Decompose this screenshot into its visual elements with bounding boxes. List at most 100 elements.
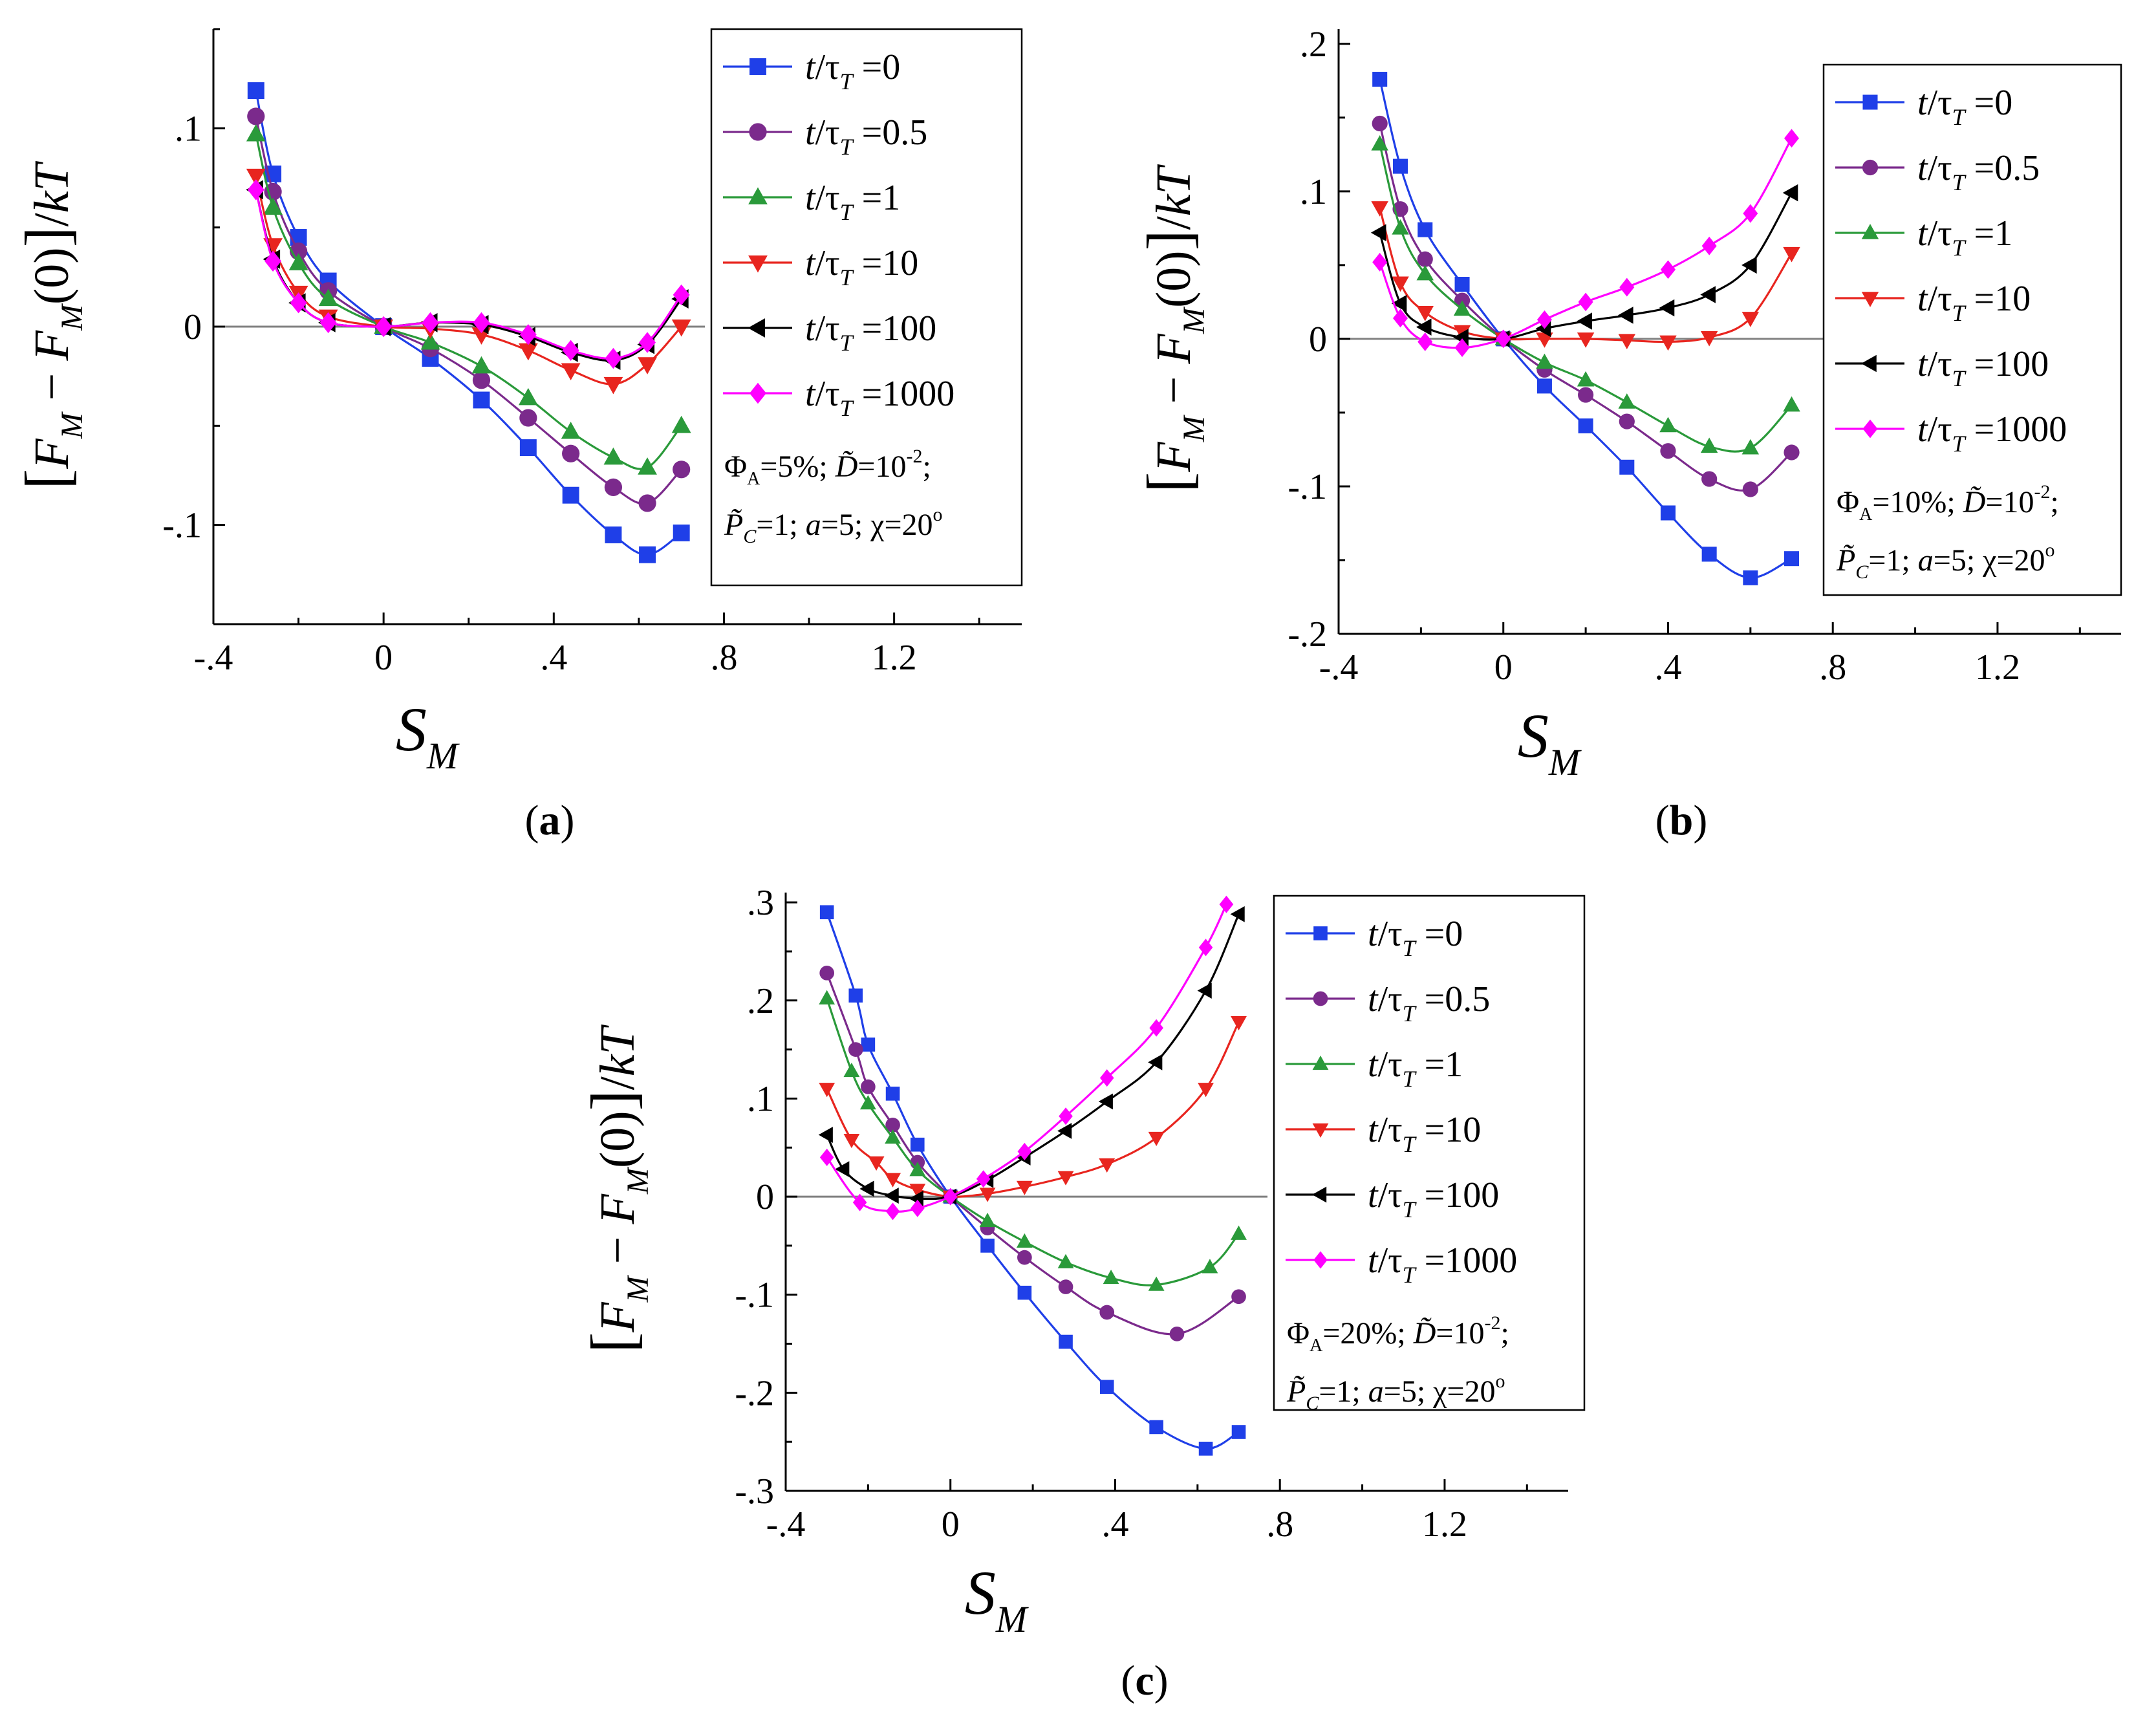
- legend-entry: t/τT =0.5: [1917, 148, 2040, 195]
- data-point: [1219, 895, 1234, 913]
- legend-entry-sub: T: [1403, 935, 1418, 961]
- data-point: [910, 1137, 925, 1152]
- legend-entry-value: =0: [1965, 83, 2013, 123]
- legend-entry: t/τT =0: [805, 47, 900, 94]
- legend-entry-tau: /τ: [815, 374, 840, 414]
- legend-entry-sub: T: [1403, 1066, 1418, 1092]
- data-point: [604, 478, 623, 497]
- legend-entry-sub: T: [840, 265, 855, 290]
- legend-swatch-marker: [1861, 354, 1877, 373]
- series-line: [826, 913, 1240, 1200]
- data-point: [638, 457, 657, 475]
- data-point: [819, 990, 835, 1004]
- data-point: [819, 1083, 835, 1098]
- data-point: [980, 1239, 995, 1253]
- y-tick-label: 0: [1309, 320, 1327, 360]
- y-axis-label-bracket: [: [578, 1332, 647, 1353]
- y-tick-label: .2: [747, 981, 774, 1021]
- param-p: P̃: [1836, 543, 1855, 578]
- data-point: [848, 1042, 863, 1057]
- legend-entry-t: t: [805, 309, 816, 349]
- data-point: [1197, 982, 1212, 999]
- y-axis-label-sub2: M: [55, 303, 89, 331]
- data-point: [1231, 1225, 1247, 1240]
- param-a: a: [1368, 1374, 1384, 1409]
- data-point: [1416, 318, 1432, 336]
- y-axis-label-minus: −: [590, 1224, 645, 1276]
- x-tick-label: 0: [1494, 647, 1513, 688]
- x-axis-label-subscript: M: [1548, 741, 1582, 783]
- data-point: [1391, 294, 1407, 312]
- legend-entry-sub: T: [1952, 169, 1967, 195]
- data-point: [1230, 906, 1245, 922]
- legend-entry-sub: T: [1952, 104, 1967, 130]
- x-axis-label-main: S: [396, 695, 427, 764]
- data-point: [1741, 312, 1760, 327]
- data-point: [246, 124, 266, 142]
- legend-entry-sub: T: [1403, 1262, 1418, 1288]
- param-p-value: =1;: [1868, 543, 1917, 578]
- legend-entry-t: t: [1368, 1175, 1379, 1215]
- param-chi-degree: o: [933, 504, 943, 525]
- data-point: [472, 371, 491, 389]
- series-1: [247, 107, 691, 512]
- data-point: [819, 1148, 834, 1166]
- data-point: [1784, 129, 1800, 148]
- data-point: [1418, 222, 1433, 237]
- data-point: [603, 376, 623, 395]
- data-point: [1418, 332, 1433, 351]
- y-tick-label: -.2: [735, 1373, 774, 1413]
- x-axis-label: SM: [965, 1558, 1029, 1640]
- legend-entry-tau: /τ: [1928, 409, 1952, 450]
- param-a-chi: =5; χ=20: [821, 508, 933, 542]
- data-point: [1370, 224, 1386, 241]
- y-tick-label: .1: [175, 109, 202, 149]
- y-axis-label-f1: F: [590, 1301, 645, 1333]
- legend-entry-sub: T: [1952, 300, 1967, 326]
- data-point: [1059, 1107, 1073, 1125]
- data-point: [1660, 505, 1676, 521]
- series-2: [819, 990, 1247, 1291]
- data-point: [1783, 396, 1800, 412]
- y-axis-label-kt: kT: [590, 1025, 645, 1077]
- data-point: [518, 343, 538, 361]
- param-d-value: =10: [1436, 1316, 1484, 1351]
- x-tick-label: 0: [374, 638, 393, 678]
- legend-entry-tau: /τ: [1928, 213, 1952, 254]
- legend-entry-value: =100: [853, 309, 937, 349]
- data-point: [263, 197, 283, 215]
- y-axis-label-f1: F: [1147, 441, 1201, 473]
- data-point: [910, 1199, 925, 1217]
- series-0: [247, 82, 690, 563]
- data-point: [843, 1063, 860, 1078]
- panel-label: (b): [1655, 797, 1708, 844]
- data-point: [1784, 551, 1800, 567]
- param-phi-value: =20%;: [1322, 1316, 1413, 1351]
- data-point: [1782, 184, 1798, 202]
- legend-entry-tau: /τ: [1378, 914, 1403, 954]
- legend-entry: t/τT =0.5: [805, 113, 927, 160]
- legend-entry-tau: /τ: [1378, 979, 1403, 1019]
- data-point: [1536, 353, 1553, 369]
- data-point: [1202, 1259, 1218, 1274]
- data-point: [1099, 1305, 1115, 1320]
- data-point: [1149, 1019, 1163, 1037]
- legend-entry: t/τT =1000: [1917, 409, 2067, 457]
- y-axis-label-f2: F: [25, 329, 79, 361]
- series-line: [255, 134, 682, 470]
- y-axis-label-zero: (0): [25, 247, 79, 305]
- legend-entry-t: t: [1368, 1045, 1379, 1085]
- param-p: P̃: [724, 508, 743, 542]
- data-point: [1017, 1142, 1032, 1160]
- y-axis-label-slash: /: [1147, 215, 1201, 230]
- legend-swatch-marker: [1861, 292, 1879, 307]
- data-point: [885, 1087, 900, 1101]
- data-point: [1198, 938, 1213, 957]
- series-5: [1372, 129, 1800, 357]
- chart-panel-c: -.4 0.4.8 1.2-.3-.2-.10.1.2.3SM[FM − FM(0)…: [578, 883, 1586, 1704]
- data-point: [843, 1133, 860, 1149]
- data-point: [247, 82, 264, 100]
- data-point: [1453, 300, 1471, 316]
- data-point: [818, 1127, 833, 1143]
- data-point: [1741, 439, 1760, 455]
